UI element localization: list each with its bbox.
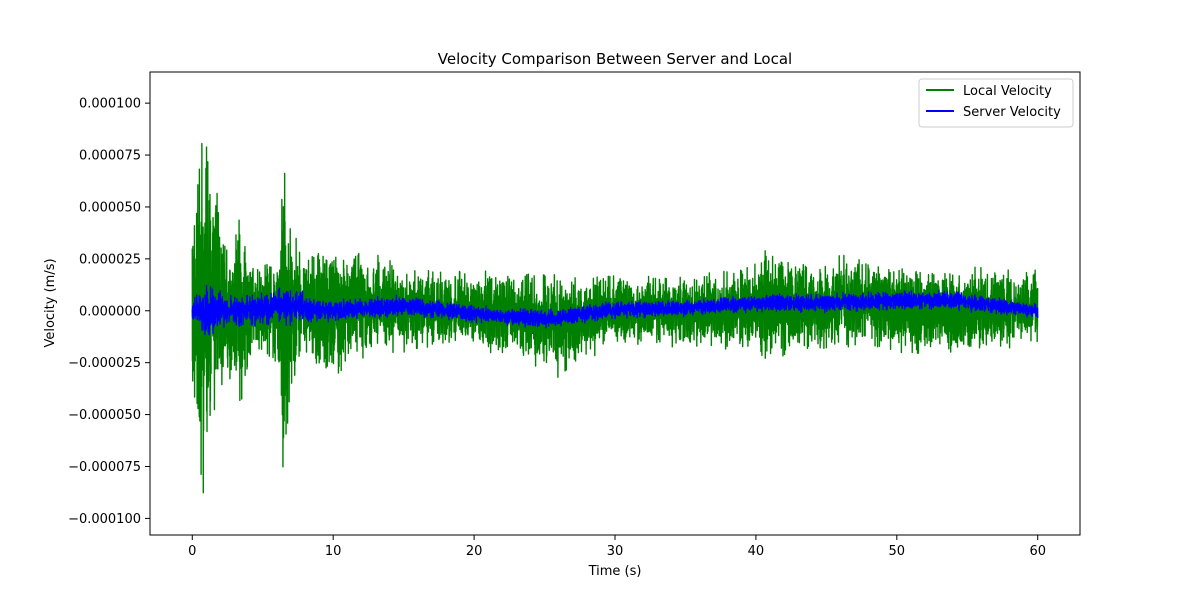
y-tick-label: 0.000100 <box>79 97 141 112</box>
x-tick-label: 30 <box>607 544 624 559</box>
y-axis-label: Velocity (m/s) <box>43 258 58 347</box>
x-tick-label: 0 <box>188 544 196 559</box>
plot-area <box>191 142 1039 494</box>
x-axis-label: Time (s) <box>588 564 642 579</box>
y-tick-label: −0.000075 <box>68 460 141 475</box>
legend-label-server-velocity: Server Velocity <box>963 105 1061 120</box>
legend-box <box>918 78 1074 128</box>
series-layer <box>191 142 1039 494</box>
y-axis: 0.000100 0.000075 0.000050 0.000025 0.000000… <box>68 97 150 527</box>
y-tick-label: 0.000025 <box>79 252 141 267</box>
x-tick-label: 20 <box>466 544 483 559</box>
x-tick-label: 40 <box>748 544 765 559</box>
series-line-server-velocity <box>191 285 1039 336</box>
x-tick-label: 50 <box>889 544 906 559</box>
y-tick-label: 0.000000 <box>79 304 141 319</box>
y-tick-label: 0.000075 <box>79 149 141 164</box>
y-tick-label: −0.000100 <box>68 512 141 527</box>
x-tick-label: 60 <box>1029 544 1046 559</box>
y-tick-label: −0.000050 <box>68 408 141 423</box>
legend: Local Velocity Server Velocity <box>918 78 1074 128</box>
y-tick-label: 0.000050 <box>79 200 141 215</box>
x-tick-label: 10 <box>325 544 342 559</box>
y-tick-label: −0.000025 <box>68 356 141 371</box>
x-axis: 0 10 20 30 40 50 60 <box>188 535 1046 559</box>
legend-label-local-velocity: Local Velocity <box>963 84 1052 99</box>
chart-title: Velocity Comparison Between Server and L… <box>438 50 792 68</box>
